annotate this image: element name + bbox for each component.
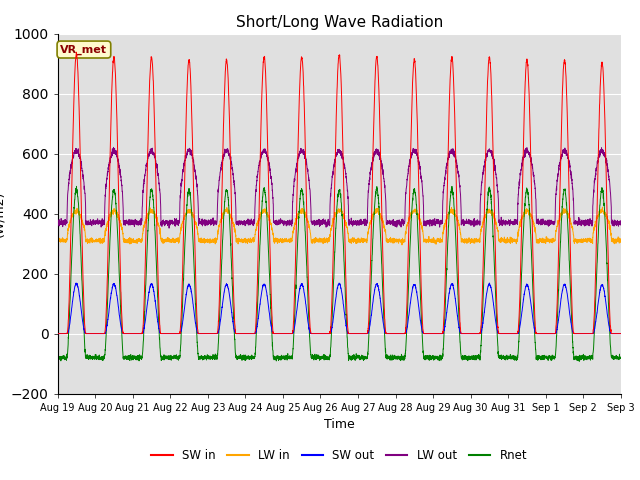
- LW in: [466, 239, 474, 244]
- Rnet: [155, 324, 163, 330]
- SW out: [319, 331, 326, 336]
- LW out: [109, 144, 117, 150]
- LW out: [466, 217, 474, 223]
- Rnet: [73, 183, 81, 189]
- SW out: [54, 331, 61, 336]
- SW out: [466, 331, 474, 336]
- LW in: [617, 238, 625, 243]
- LW out: [155, 181, 163, 187]
- X-axis label: Time: Time: [324, 418, 355, 431]
- Line: SW in: SW in: [58, 52, 621, 334]
- SW out: [616, 331, 624, 336]
- LW in: [155, 222, 163, 228]
- LW out: [165, 225, 173, 231]
- LW in: [398, 242, 406, 248]
- SW in: [319, 331, 326, 336]
- SW in: [155, 303, 163, 309]
- Legend: SW in, LW in, SW out, LW out, Rnet: SW in, LW in, SW out, LW out, Rnet: [147, 444, 532, 467]
- SW in: [54, 331, 61, 336]
- LW out: [617, 218, 625, 224]
- Title: Short/Long Wave Radiation: Short/Long Wave Radiation: [236, 15, 443, 30]
- Rnet: [616, 356, 624, 361]
- Text: VR_met: VR_met: [60, 44, 108, 55]
- Rnet: [498, 357, 506, 362]
- LW in: [498, 235, 506, 240]
- LW in: [54, 239, 61, 244]
- LW in: [435, 236, 442, 241]
- SW out: [155, 325, 163, 331]
- SW out: [617, 331, 625, 336]
- Rnet: [435, 356, 442, 361]
- Rnet: [466, 355, 474, 361]
- SW out: [498, 331, 506, 336]
- LW out: [616, 222, 624, 228]
- SW in: [616, 331, 624, 336]
- LW out: [319, 217, 326, 223]
- LW out: [435, 218, 442, 224]
- LW in: [616, 240, 624, 245]
- Rnet: [319, 355, 326, 360]
- LW in: [318, 238, 326, 244]
- Line: SW out: SW out: [58, 283, 621, 334]
- Line: LW in: LW in: [58, 207, 621, 245]
- Y-axis label: (W/m2): (W/m2): [0, 191, 5, 237]
- SW in: [498, 331, 506, 336]
- SW out: [435, 331, 442, 336]
- Line: LW out: LW out: [58, 147, 621, 228]
- Line: Rnet: Rnet: [58, 186, 621, 361]
- LW out: [498, 219, 506, 225]
- SW in: [72, 49, 80, 55]
- Rnet: [617, 356, 625, 361]
- SW out: [72, 280, 80, 286]
- SW in: [466, 331, 474, 336]
- Rnet: [54, 353, 61, 359]
- SW in: [435, 331, 442, 336]
- LW in: [598, 204, 606, 210]
- SW in: [617, 331, 625, 336]
- Rnet: [575, 359, 583, 364]
- LW out: [54, 224, 61, 229]
